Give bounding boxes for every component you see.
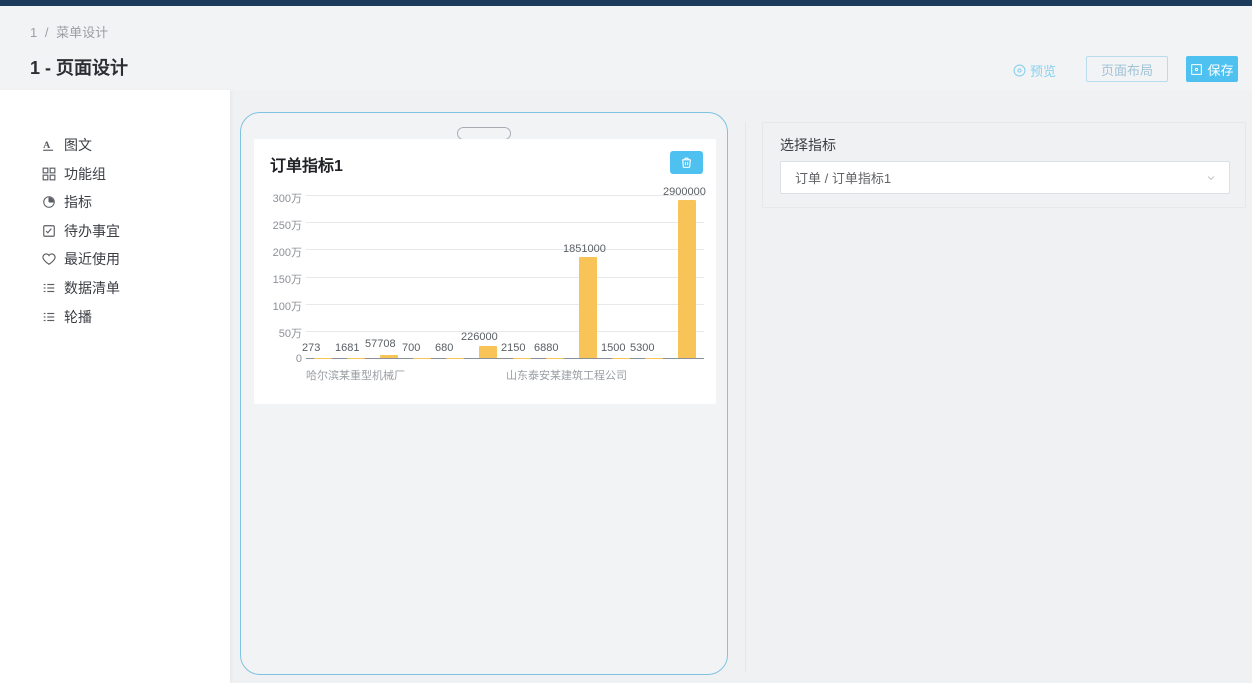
svg-text:A: A bbox=[43, 140, 51, 151]
